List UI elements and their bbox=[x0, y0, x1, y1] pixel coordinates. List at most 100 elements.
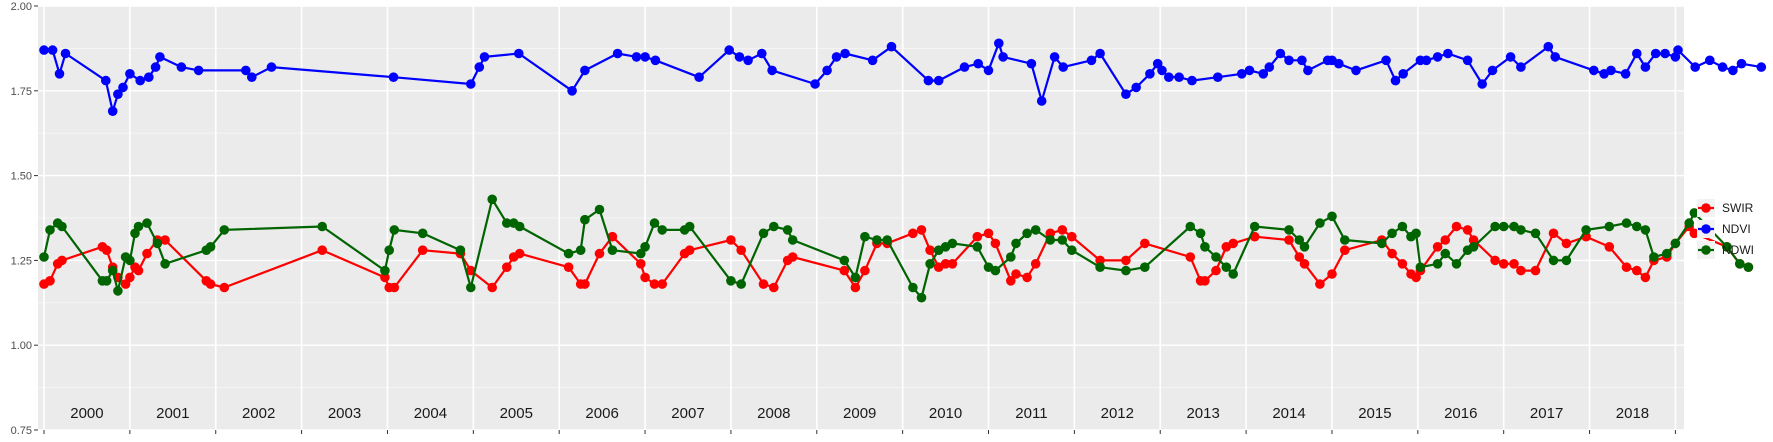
legend-key-point bbox=[1701, 224, 1711, 234]
swir-point bbox=[1121, 255, 1131, 266]
ndwi-point bbox=[1604, 221, 1615, 232]
swir-point bbox=[1057, 225, 1068, 235]
swir-point bbox=[908, 228, 918, 239]
ndvi-point bbox=[1284, 55, 1294, 66]
swir-point bbox=[990, 238, 1001, 249]
ndvi-point bbox=[1443, 48, 1453, 59]
ndvi-point bbox=[973, 58, 983, 69]
ndwi-point bbox=[39, 252, 49, 262]
ndwi-point bbox=[1299, 242, 1310, 252]
ndwi-point bbox=[417, 228, 428, 239]
ndwi-point bbox=[1200, 242, 1210, 252]
ndvi-point bbox=[125, 69, 135, 79]
ndwi-point bbox=[125, 255, 135, 266]
ndwi-point bbox=[1045, 235, 1056, 245]
swir-point bbox=[133, 265, 144, 276]
swir-point bbox=[514, 248, 525, 259]
ndvi-point bbox=[1121, 89, 1131, 99]
ndvi-point bbox=[60, 48, 71, 59]
ndvi-point bbox=[1303, 65, 1313, 76]
ndvi-point bbox=[994, 38, 1004, 49]
ndwi-point bbox=[1327, 211, 1337, 222]
swir-point bbox=[219, 282, 230, 293]
ndvi-point bbox=[840, 48, 850, 59]
year-label: 2002 bbox=[242, 405, 275, 422]
ndvi-point bbox=[266, 62, 277, 72]
grid-lines bbox=[38, 5, 1684, 431]
ndwi-point bbox=[1211, 252, 1221, 262]
swir-point bbox=[1211, 265, 1221, 276]
ndvi-point bbox=[1398, 69, 1408, 79]
legend-key-point bbox=[1701, 245, 1711, 255]
ndvi-point bbox=[1164, 72, 1174, 82]
swir-point bbox=[205, 279, 216, 289]
ndvi-point bbox=[176, 62, 187, 72]
ndvi-point bbox=[1049, 52, 1060, 62]
year-label: 2012 bbox=[1101, 405, 1134, 422]
ndwi-point bbox=[1432, 259, 1443, 269]
y-tick-label: 1.75 bbox=[11, 86, 32, 98]
ndwi-point bbox=[384, 245, 395, 255]
legend-label-swir: SWIR bbox=[1722, 201, 1754, 215]
series-layer bbox=[39, 38, 1767, 303]
ndwi-point bbox=[1067, 245, 1077, 255]
ndwi-point bbox=[133, 221, 144, 232]
ndwi-point bbox=[514, 221, 525, 232]
ndwi-point bbox=[1689, 208, 1700, 218]
year-label: 2009 bbox=[843, 405, 876, 422]
ndvi-point bbox=[998, 52, 1008, 62]
ndwi-point bbox=[101, 276, 112, 286]
year-label: 2003 bbox=[328, 405, 361, 422]
ndvi-point bbox=[1660, 48, 1670, 59]
ndwi-point bbox=[872, 235, 882, 245]
ndwi-point bbox=[1468, 242, 1479, 252]
ndwi-point bbox=[594, 204, 605, 215]
swir-point bbox=[758, 279, 769, 289]
ndwi-point bbox=[839, 255, 850, 266]
ndwi-series bbox=[39, 194, 1754, 303]
swir-point bbox=[1095, 255, 1105, 266]
ndwi-point bbox=[1632, 221, 1642, 232]
swir-point bbox=[1185, 252, 1196, 262]
ndwi-point bbox=[1006, 252, 1016, 262]
ndvi-point bbox=[247, 72, 257, 82]
ndwi-point bbox=[45, 225, 55, 235]
ndvi-point bbox=[1213, 72, 1223, 82]
ndvi-point bbox=[743, 55, 753, 66]
ndwi-point bbox=[1722, 242, 1732, 252]
swir-point bbox=[1030, 259, 1041, 269]
ndwi-point bbox=[160, 259, 170, 269]
year-label: 2014 bbox=[1272, 405, 1305, 422]
ndvi-point bbox=[886, 41, 897, 52]
ndwi-point bbox=[726, 276, 736, 286]
ndwi-point bbox=[1195, 228, 1206, 239]
ndwi-point bbox=[1516, 225, 1526, 235]
legend-label-ndvi: NDVI bbox=[1722, 222, 1751, 236]
swir-point bbox=[57, 255, 67, 266]
ndvi-point bbox=[1462, 55, 1473, 66]
ndvi-point bbox=[1237, 69, 1247, 79]
ndwi-point bbox=[1340, 235, 1350, 245]
year-label: 2001 bbox=[156, 405, 189, 422]
ndvi-point bbox=[1620, 69, 1631, 79]
ndwi-point bbox=[1498, 221, 1509, 232]
swir-point bbox=[1228, 238, 1238, 249]
ndvi-point bbox=[1717, 62, 1728, 72]
ndwi-point bbox=[1228, 269, 1238, 279]
ndwi-point bbox=[640, 242, 650, 252]
ndvi-point bbox=[767, 65, 777, 76]
ndvi-point bbox=[135, 75, 145, 86]
ndwi-point bbox=[947, 238, 958, 249]
ndwi-point bbox=[1649, 252, 1659, 262]
swir-point bbox=[684, 245, 695, 255]
swir-point bbox=[1327, 269, 1337, 279]
y-tick-label: 2.00 bbox=[11, 1, 32, 13]
ndwi-point bbox=[1415, 262, 1426, 273]
swir-point bbox=[916, 225, 927, 235]
ndwi-point bbox=[1490, 221, 1500, 232]
year-label: 2015 bbox=[1358, 405, 1391, 422]
ndwi-point bbox=[1221, 262, 1232, 273]
ndwi-point bbox=[389, 225, 400, 235]
swir-point bbox=[1516, 265, 1526, 276]
ndwi-point bbox=[1581, 225, 1591, 235]
